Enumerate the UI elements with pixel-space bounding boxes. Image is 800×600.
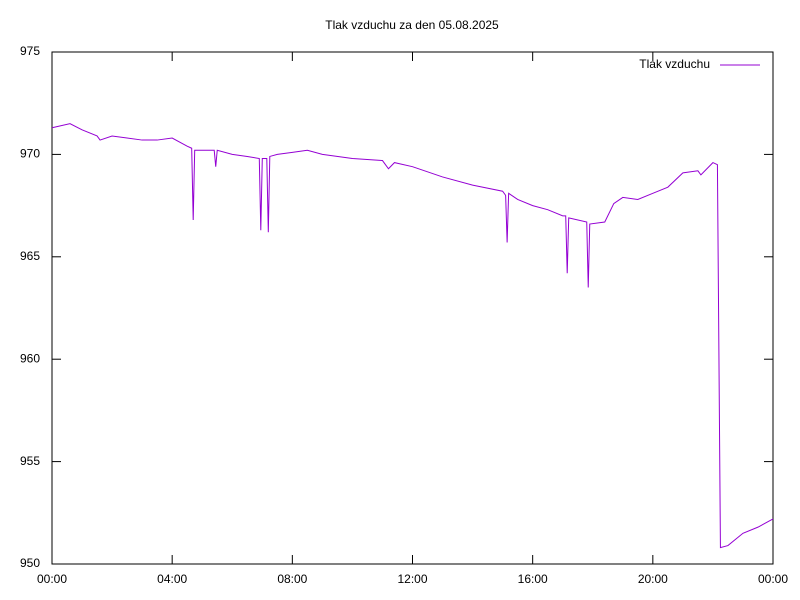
y-tick-label: 975 [20, 44, 40, 58]
x-tick-label: 00:00 [758, 572, 788, 586]
x-tick-label: 04:00 [157, 572, 187, 586]
legend-label: Tlak vzduchu [639, 57, 710, 71]
y-tick-label: 965 [20, 249, 40, 263]
x-tick-label: 12:00 [397, 572, 427, 586]
data-line [51, 123, 774, 549]
x-tick-label: 08:00 [277, 572, 307, 586]
x-tick-label: 20:00 [638, 572, 668, 586]
x-tick-label: 00:00 [37, 572, 67, 586]
x-tick-label: 16:00 [518, 572, 548, 586]
y-tick-label: 950 [20, 556, 40, 570]
y-tick-label: 970 [20, 147, 40, 161]
plot-border [51, 51, 774, 565]
y-tick-label: 955 [20, 454, 40, 468]
chart-title: Tlak vzduchu za den 05.08.2025 [325, 18, 499, 32]
y-tick-label: 960 [20, 351, 40, 365]
